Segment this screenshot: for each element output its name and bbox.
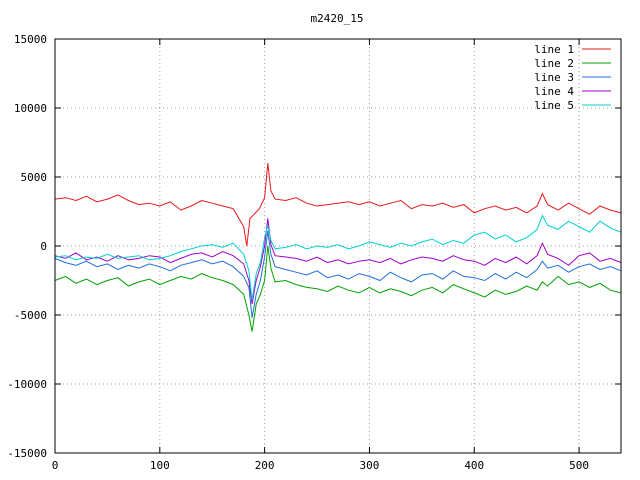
y-tick-label: 5000 — [21, 171, 48, 184]
x-tick-label: 0 — [52, 459, 59, 472]
series-line-4 — [54, 218, 622, 305]
x-tick-label: 400 — [464, 459, 484, 472]
series-line-5 — [54, 214, 622, 300]
axis-ticks: -15000 -10000 -5000 0 5000 10000 15000 0 100 200 3… — [7, 33, 621, 472]
y-tick-label: 0 — [40, 240, 47, 253]
legend-label: line 3 — [534, 71, 574, 84]
chart-title: m2420_15 — [311, 12, 364, 25]
series-line-1 — [54, 163, 622, 247]
series-lines — [54, 163, 622, 332]
y-tick-label: 15000 — [14, 33, 47, 46]
legend-label: line 5 — [534, 99, 574, 112]
x-tick-label: 500 — [569, 459, 589, 472]
y-tick-label: -5000 — [14, 309, 47, 322]
y-tick-label: -15000 — [7, 447, 47, 460]
x-tick-label: 200 — [255, 459, 275, 472]
grid-lines — [55, 39, 621, 453]
series-line-2 — [54, 245, 622, 332]
legend-label: line 2 — [534, 57, 574, 70]
y-tick-label: -10000 — [7, 378, 47, 391]
x-tick-label: 300 — [360, 459, 380, 472]
legend-label: line 1 — [534, 43, 574, 56]
x-tick-label: 100 — [150, 459, 170, 472]
legend-label: line 4 — [534, 85, 574, 98]
y-tick-label: 10000 — [14, 102, 47, 115]
series-line-3 — [54, 230, 622, 318]
